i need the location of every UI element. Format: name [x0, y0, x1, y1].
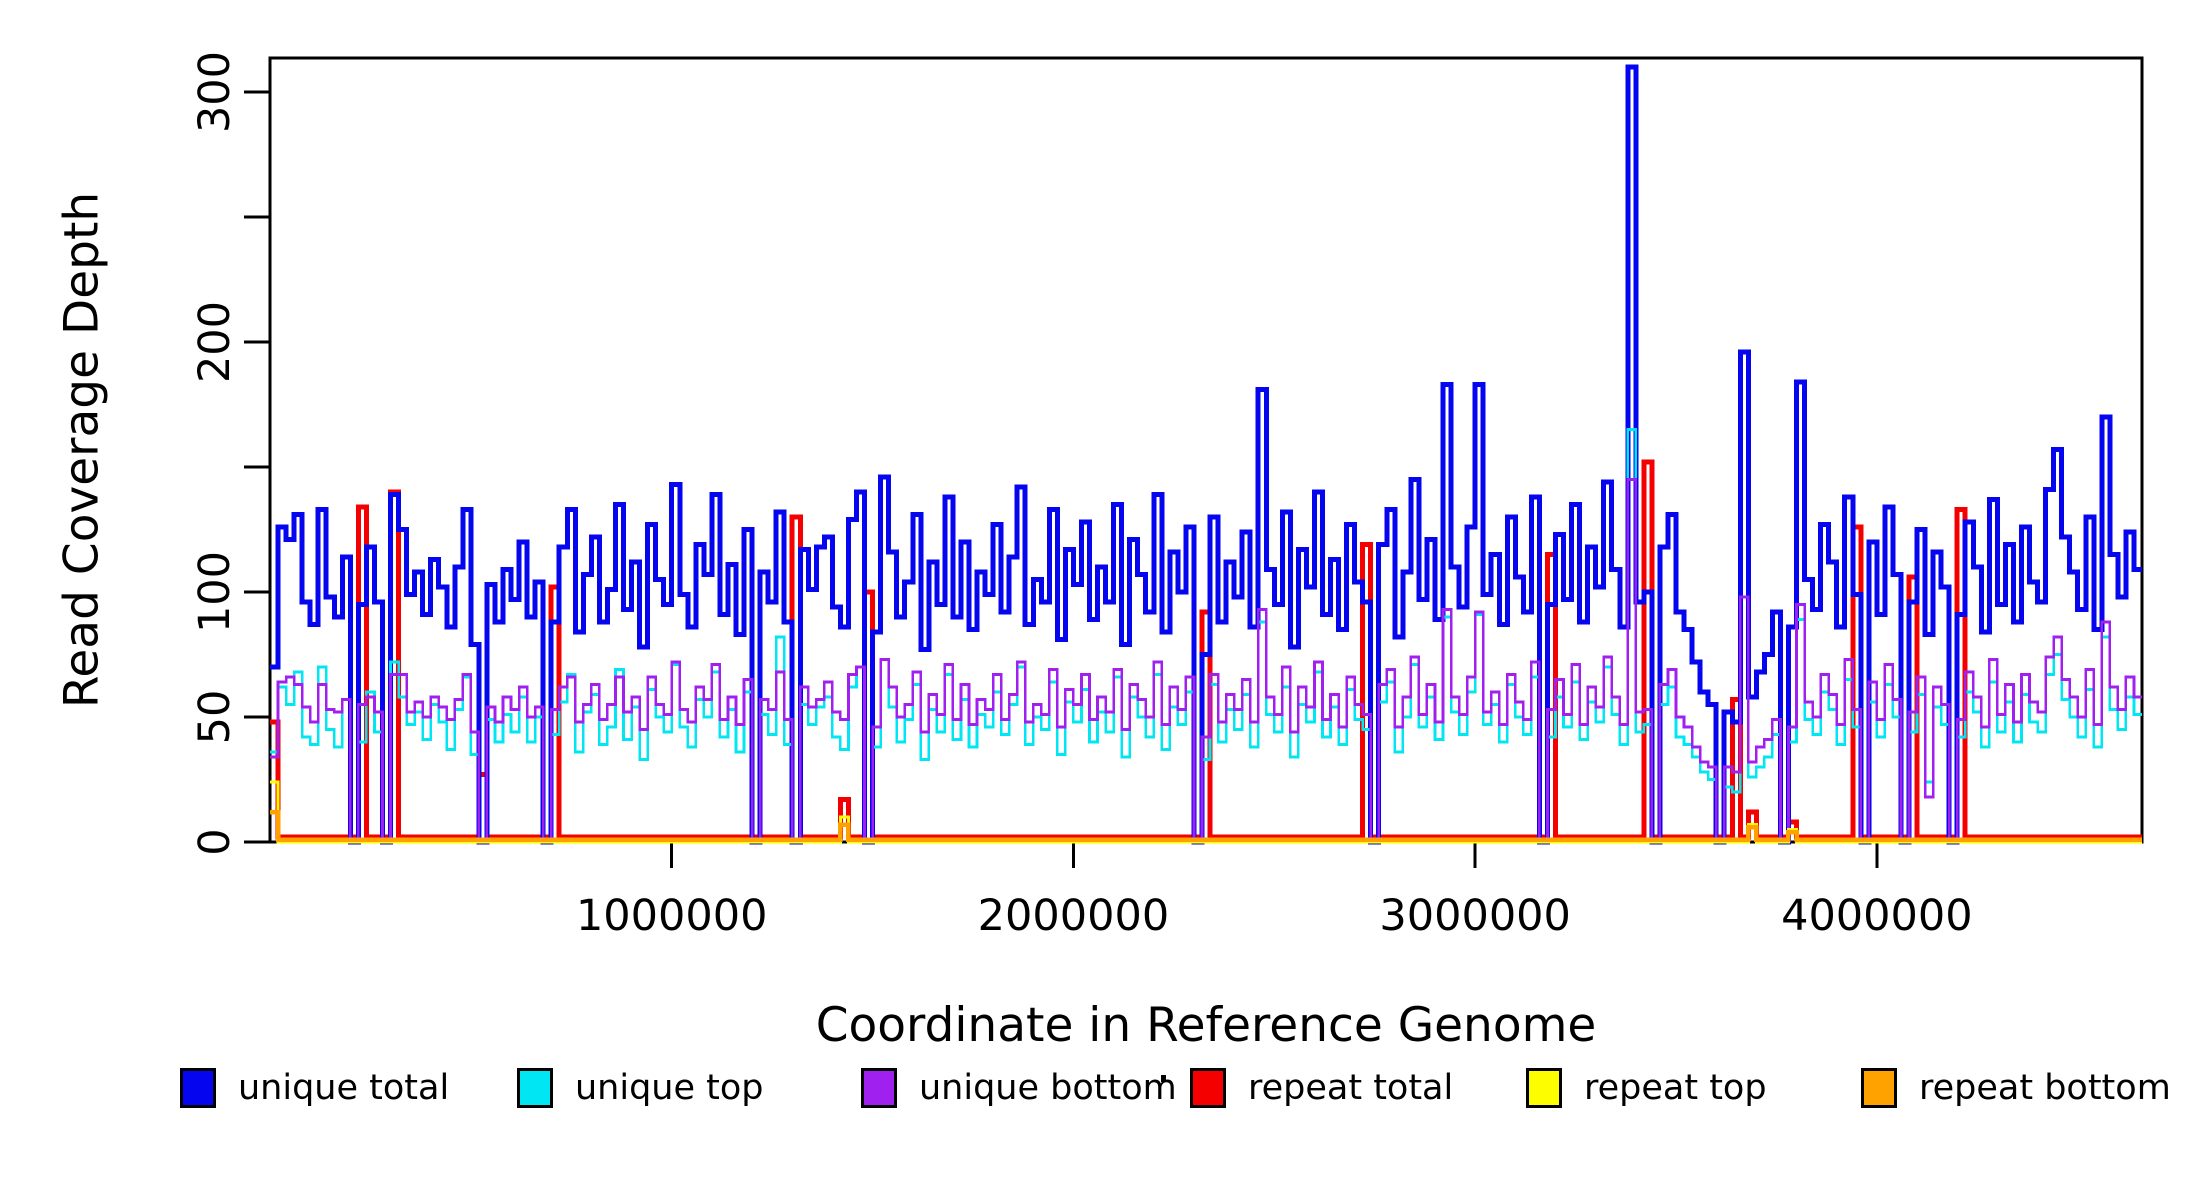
stray-dot — [1161, 1075, 1166, 1082]
legend: unique total unique top unique bottom repea… — [0, 1068, 2200, 1118]
x-axis-title: Coordinate in Reference Genome — [815, 998, 1597, 1053]
y-tick-label: 0 — [190, 828, 240, 855]
y-tick-label: 200 — [190, 301, 240, 383]
legend-item-repeat-bottom: repeat bottom — [1861, 1068, 2171, 1108]
legend-swatch-unique-top — [517, 1068, 553, 1108]
legend-item-repeat-total: repeat total — [1190, 1068, 1453, 1108]
series-unique-total — [270, 64, 2142, 845]
legend-swatch-repeat-top — [1526, 1068, 1562, 1108]
legend-label: repeat bottom — [1919, 1068, 2171, 1108]
legend-label: repeat total — [1248, 1068, 1454, 1108]
legend-item-unique-bottom: unique bottom — [861, 1068, 1177, 1108]
series-repeat-total — [270, 459, 2142, 840]
legend-swatch-unique-total — [180, 1068, 216, 1108]
x-tick-label: 1000000 — [576, 891, 768, 941]
y-tick-label: 50 — [190, 690, 240, 745]
legend-swatch-unique-bottom — [861, 1068, 897, 1108]
series-repeat-top — [270, 780, 2142, 844]
x-tick-label: 2000000 — [978, 891, 1170, 941]
series-unique-top — [270, 428, 2142, 844]
y-tick-label: 100 — [190, 551, 240, 633]
series-repeat-bottom — [270, 809, 2142, 842]
y-axis-title: Read Coverage Depth — [54, 191, 110, 709]
legend-swatch-repeat-bottom — [1861, 1068, 1897, 1108]
x-tick-label: 4000000 — [1781, 891, 1973, 941]
legend-item-unique-total: unique total — [180, 1068, 449, 1108]
legend-swatch-repeat-total — [1190, 1068, 1226, 1108]
y-tick-label: 300 — [190, 51, 240, 133]
legend-item-repeat-top: repeat top — [1526, 1068, 1767, 1108]
legend-label: repeat top — [1584, 1068, 1767, 1108]
series-unique-bottom — [270, 478, 2142, 844]
x-tick-label: 3000000 — [1379, 891, 1571, 941]
legend-label: unique top — [575, 1068, 764, 1108]
legend-label: unique total — [238, 1068, 450, 1108]
legend-label: unique bottom — [919, 1068, 1177, 1108]
legend-item-unique-top: unique top — [517, 1068, 764, 1108]
